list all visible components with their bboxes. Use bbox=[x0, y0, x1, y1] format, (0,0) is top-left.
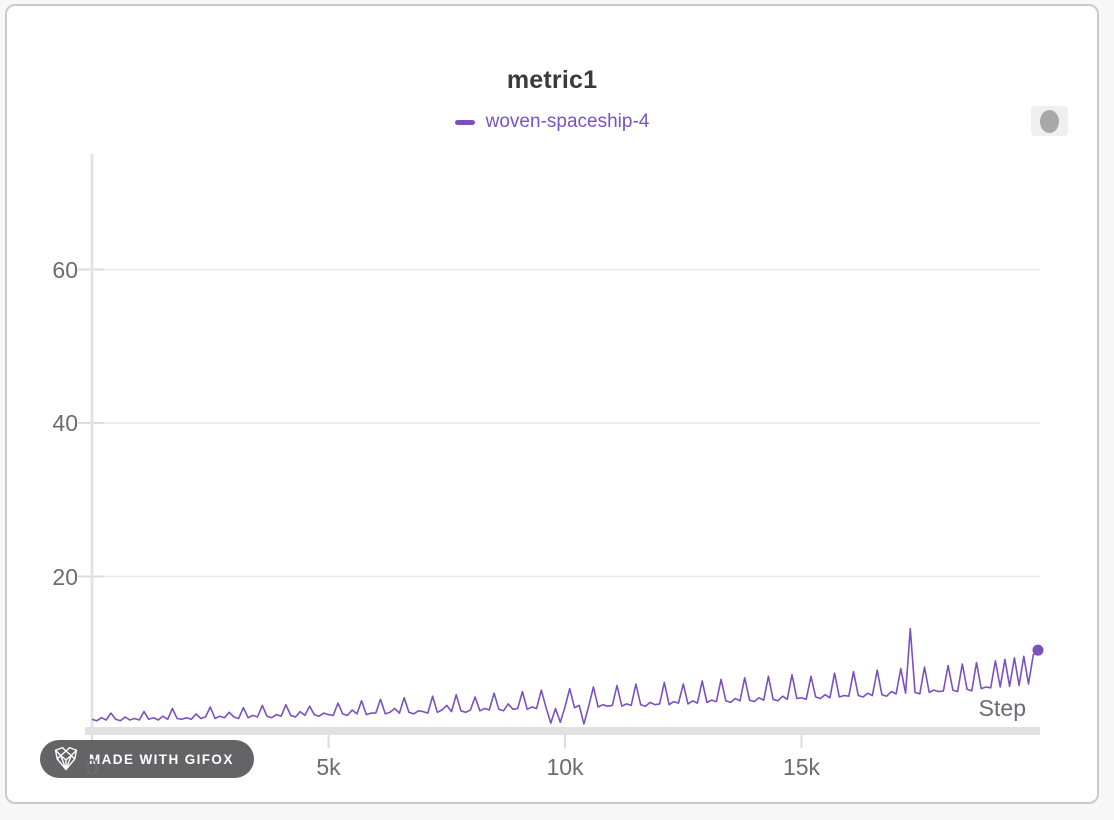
metric-line bbox=[91, 627, 1039, 725]
chart-header: metric1 woven-spaceship-4 bbox=[5, 0, 1099, 133]
y-tick-label: 60 bbox=[52, 256, 78, 283]
gifox-fox-logo-icon bbox=[54, 746, 78, 771]
y-tick-label: 40 bbox=[52, 410, 78, 436]
x-tick-label: 15k bbox=[782, 754, 821, 780]
legend-item[interactable]: woven-spaceship-4 bbox=[454, 111, 650, 133]
oval-handle-icon bbox=[1040, 109, 1059, 133]
gifox-watermark[interactable]: MADE WITH GIFOX bbox=[40, 740, 254, 778]
chart-legend: woven-spaceship-4 bbox=[5, 111, 1099, 133]
chart-title: metric1 bbox=[506, 66, 598, 94]
panel-drag-handle[interactable] bbox=[1031, 106, 1068, 136]
last-point-marker bbox=[1032, 644, 1044, 656]
watermark-label: MADE WITH GIFOX bbox=[89, 751, 234, 767]
legend-run-name: woven-spaceship-4 bbox=[485, 111, 650, 132]
x-axis-label: Step bbox=[978, 695, 1026, 721]
chart-panel bbox=[5, 4, 1099, 804]
legend-line-swatch bbox=[454, 119, 475, 125]
x-axis-line bbox=[85, 727, 1040, 735]
x-tick-label: 0 bbox=[85, 754, 99, 780]
x-tick-label: 10k bbox=[546, 754, 584, 780]
y-tick-label: 20 bbox=[52, 563, 78, 590]
x-tick-label: 5k bbox=[316, 754, 341, 780]
